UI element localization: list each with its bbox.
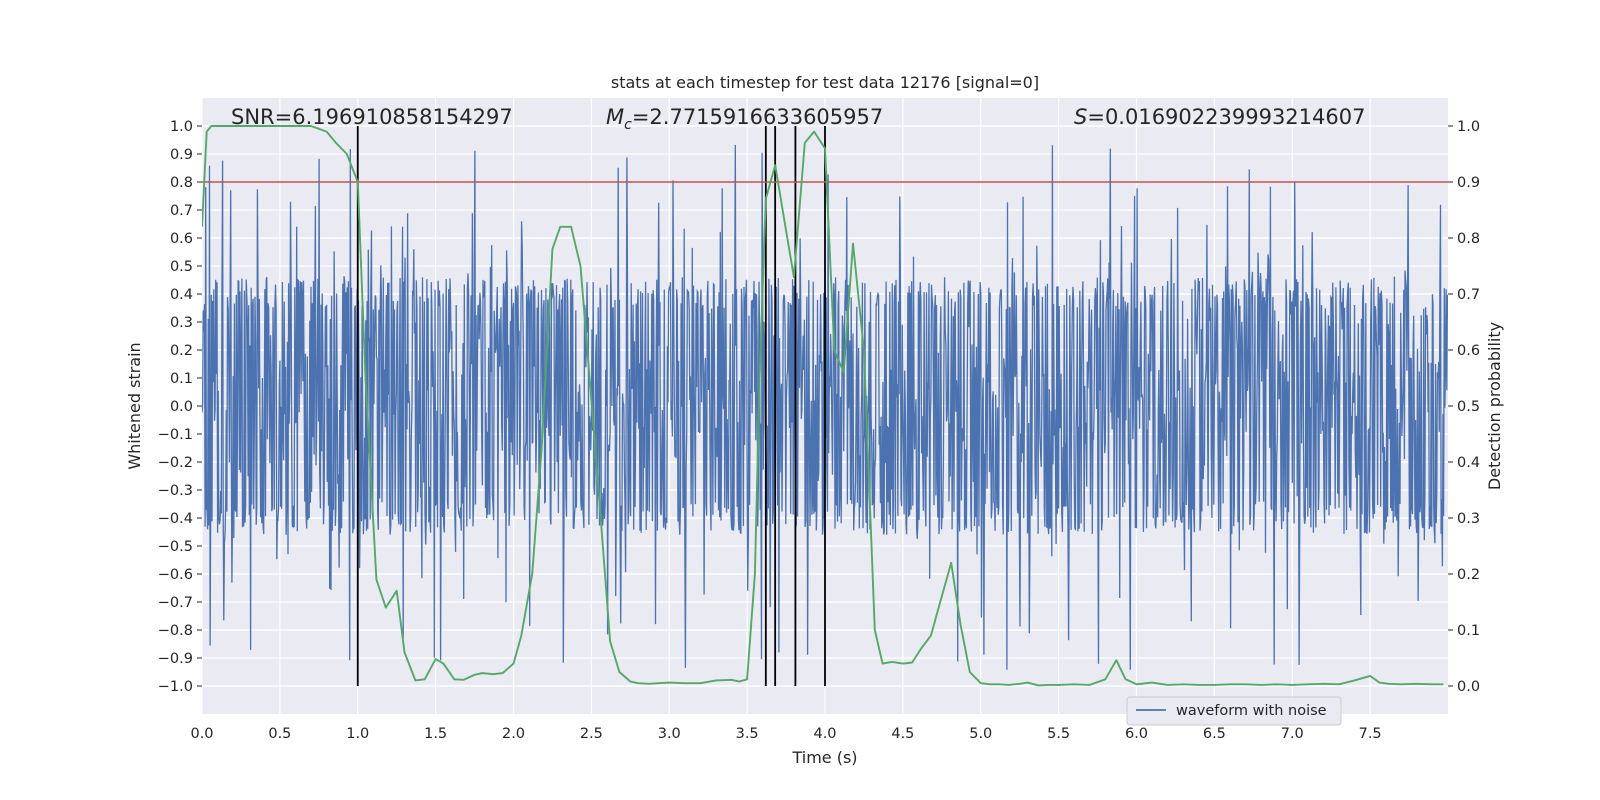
y-tick-label-19: 0.9 xyxy=(170,147,193,163)
snr-annotation: SNR=6.196910858154297 xyxy=(231,105,513,129)
y-tick-label-15: 0.5 xyxy=(170,259,193,275)
x-tick-label-0: 0.0 xyxy=(190,726,213,742)
chart-title: stats at each timestep for test data 121… xyxy=(611,73,1039,92)
x-ticks: 0.0 0.5 1.0 1.5 2.0 2.5 3.0 3.5 4.0 4.5 5.0 5.5 6.0 6… xyxy=(190,726,1381,742)
x-tick-label-4: 2.0 xyxy=(502,726,525,742)
x-tick-label-3: 1.5 xyxy=(424,726,447,742)
y-tick-label-17: 0.7 xyxy=(170,203,193,219)
x-tick-label-2: 1.0 xyxy=(346,726,369,742)
y-tick-label-5: −0.5 xyxy=(158,539,193,555)
x-tick-label-7: 3.5 xyxy=(736,726,759,742)
y2-tick-label-3: 0.3 xyxy=(1457,511,1480,527)
s-annotation: S=0.016902239993214607 xyxy=(1074,105,1365,129)
y-tick-label-4: −0.6 xyxy=(158,567,193,583)
mc-annotation: Mc=2.7715916633605957 xyxy=(606,105,883,133)
y-tick-label-0: −1.0 xyxy=(158,679,193,695)
y2-tick-label-9: 0.9 xyxy=(1457,175,1480,191)
y-tick-label-9: −0.1 xyxy=(158,427,193,443)
y2-tick-label-8: 0.8 xyxy=(1457,231,1480,247)
x-tick-label-6: 3.0 xyxy=(658,726,681,742)
y-tick-label-6: −0.4 xyxy=(158,511,193,527)
s-symbol: S xyxy=(1074,105,1087,129)
y-tick-label-10: 0.0 xyxy=(170,399,193,415)
legend: waveform with noise xyxy=(1126,696,1342,726)
y2-tick-label-6: 0.6 xyxy=(1457,343,1480,359)
mc-symbol: M xyxy=(606,105,624,129)
x-tick-label-13: 6.5 xyxy=(1203,726,1226,742)
y2-axis-label: Detection probability xyxy=(1485,322,1504,490)
y-tick-label-18: 0.8 xyxy=(170,175,193,191)
y2-tick-label-10: 1.0 xyxy=(1457,119,1480,135)
mc-value: =2.7715916633605957 xyxy=(632,105,883,129)
x-tick-label-1: 0.5 xyxy=(268,726,291,742)
y2-tick-label-1: 0.1 xyxy=(1457,623,1480,639)
y2-tick-label-5: 0.5 xyxy=(1457,399,1480,415)
s-value: =0.016902239993214607 xyxy=(1087,105,1365,129)
y-tick-label-2: −0.8 xyxy=(158,623,193,639)
y-tick-label-11: 0.1 xyxy=(170,371,193,387)
x-axis-label: Time (s) xyxy=(791,748,857,767)
x-tick-label-15: 7.5 xyxy=(1359,726,1382,742)
x-tick-label-11: 5.5 xyxy=(1047,726,1070,742)
y-tick-label-3: −0.7 xyxy=(158,595,193,611)
legend-label-waveform: waveform with noise xyxy=(1176,703,1327,719)
probability-series xyxy=(202,125,1444,687)
y-ticks: −1.0 −0.9 −0.8 −0.7 −0.6 −0.5 −0.4 −0.3 −0.2 −0.1… xyxy=(158,119,202,695)
y-tick-label-8: −0.2 xyxy=(158,455,193,471)
y-tick-label-7: −0.3 xyxy=(158,483,193,499)
x-tick-label-14: 7.0 xyxy=(1281,726,1304,742)
y2-tick-label-2: 0.2 xyxy=(1457,567,1480,583)
y2-tick-label-7: 0.7 xyxy=(1457,287,1480,303)
legend-box xyxy=(1126,696,1342,726)
x-tick-label-10: 5.0 xyxy=(969,726,992,742)
x-tick-label-5: 2.5 xyxy=(580,726,603,742)
y-tick-label-13: 0.3 xyxy=(170,315,193,331)
x-tick-label-9: 4.5 xyxy=(891,726,914,742)
y-tick-label-1: −0.9 xyxy=(158,651,193,667)
y-tick-label-20: 1.0 xyxy=(170,119,193,135)
mc-subscript: c xyxy=(624,117,632,133)
y-tick-label-16: 0.6 xyxy=(170,231,193,247)
y2-tick-label-4: 0.4 xyxy=(1457,455,1480,471)
x-tick-label-12: 6.0 xyxy=(1125,726,1148,742)
x-tick-label-8: 4.0 xyxy=(813,726,836,742)
y-tick-label-12: 0.2 xyxy=(170,343,193,359)
y2-tick-label-0: 0.0 xyxy=(1457,679,1480,695)
y2-ticks: 0.0 0.1 0.2 0.3 0.4 0.5 0.6 0.7 0.8 0.9 1.0 xyxy=(1448,119,1480,695)
y-axis-label: Whitened strain xyxy=(125,342,144,469)
y-tick-label-14: 0.4 xyxy=(170,287,193,303)
